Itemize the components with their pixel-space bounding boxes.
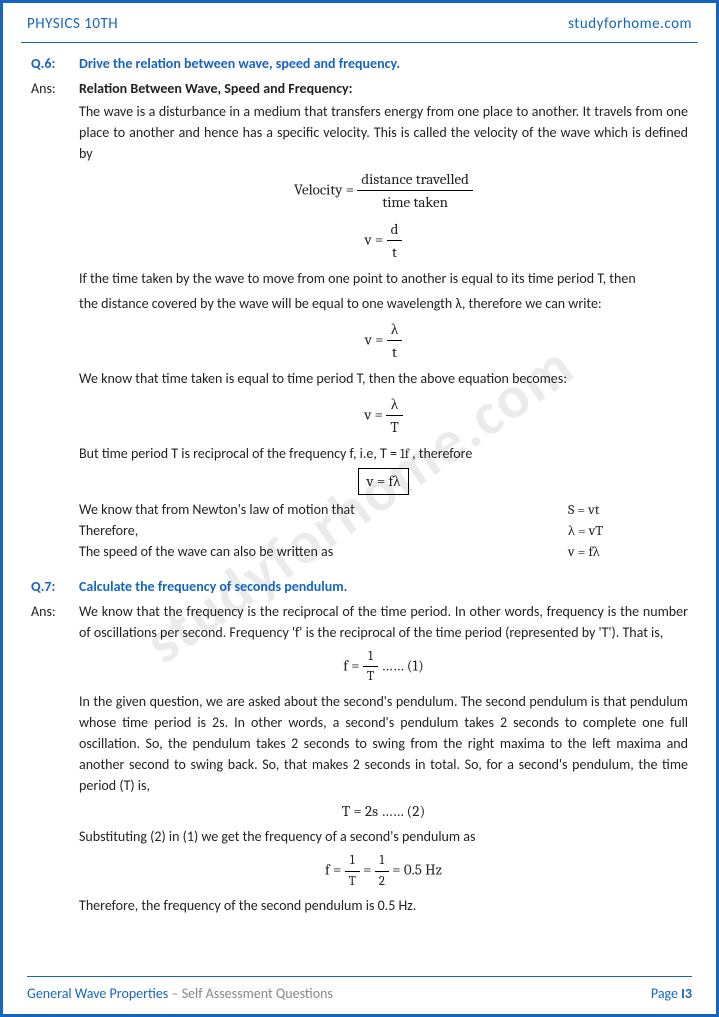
q7-eq2: T = 2s …… (2): [79, 800, 688, 823]
eq-lhs: v =: [365, 230, 384, 248]
q6-ans-body: Relation Between Wave, Speed and Frequen…: [79, 78, 688, 562]
q6-title: Drive the relation between wave, speed a…: [79, 53, 400, 74]
q6-eq-velocity-def: Velocity = distance travelledtime taken: [79, 168, 688, 214]
q7-ans-label: Ans:: [31, 601, 67, 921]
content-area: Q.6: Drive the relation between wave, sp…: [3, 53, 716, 921]
eq-den: t: [387, 341, 402, 364]
q6-row1: We know that from Newton's law of motion…: [79, 499, 688, 520]
eq-num: 1: [375, 851, 389, 872]
q6-label: Q.6:: [31, 53, 67, 74]
eq-den: time taken: [357, 191, 473, 214]
eq-den: T: [345, 872, 360, 892]
question-6: Q.6: Drive the relation between wave, sp…: [31, 53, 688, 562]
page-frame: studyforhome.com PHYSICS 10TH studyforho…: [0, 0, 719, 1017]
page-footer: General Wave Properties – Self Assessmen…: [3, 968, 716, 1014]
footer-right: Page I3: [651, 983, 692, 1004]
q6-p4: We know that time taken is equal to time…: [79, 368, 688, 389]
eq-den: 2: [375, 872, 389, 892]
footer-title: General Wave Properties: [27, 985, 168, 1002]
q6-p5: But time period T is reciprocal of the f…: [79, 443, 688, 465]
eq-den: t: [387, 241, 403, 264]
q6-p5a: But time period T is reciprocal of the f…: [79, 445, 400, 462]
q6-eq-v-flambda-box: v = fλ: [79, 468, 688, 495]
eq-lhs: f =: [343, 656, 363, 674]
q6-eq-v-lambda-T: v = λT: [79, 393, 688, 439]
eq-tail: …… (1): [381, 656, 423, 674]
q6-p3: the distance covered by the wave will be…: [79, 293, 688, 314]
q7-p3: Substituting (2) in (1) we get the frequ…: [79, 826, 688, 847]
q6-eq-v-lambda-t: v = λt: [79, 318, 688, 364]
q7-ans-body: We know that the frequency is the recipr…: [79, 601, 688, 921]
eq-num: 1: [345, 851, 360, 872]
eq-num: λ: [387, 318, 402, 342]
q7-eq1: f = 1T …… (1): [79, 647, 688, 687]
q6-row2: Therefore, λ = vT: [79, 520, 688, 541]
eq-lhs: v =: [364, 405, 383, 423]
q6-r2b: λ = vT: [568, 520, 688, 541]
eq-num: λ: [386, 393, 402, 417]
q7-title: Calculate the frequency of seconds pendu…: [79, 576, 347, 597]
q6-r1b: S = vt: [568, 499, 688, 520]
eq-lhs: Velocity =: [294, 180, 354, 198]
footer-sub: – Self Assessment Questions: [168, 985, 333, 1002]
footer-page-word: Page: [651, 985, 681, 1002]
q7-p2: In the given question, we are asked abou…: [79, 691, 688, 796]
eq-den: T: [386, 416, 402, 439]
eq-lhs: f =: [325, 861, 341, 879]
q6-r1a: We know that from Newton's law of motion…: [79, 499, 568, 520]
eq-num: 1: [363, 647, 378, 668]
header-subject: PHYSICS 10TH: [27, 13, 118, 36]
q7-p1: We know that the frequency is the recipr…: [79, 601, 688, 643]
q6-heading: Relation Between Wave, Speed and Frequen…: [79, 78, 688, 99]
page-header: PHYSICS 10TH studyforhome.com: [3, 3, 716, 42]
eq-den: f: [405, 447, 409, 462]
header-rule: [21, 42, 698, 43]
footer-rule: [27, 976, 692, 977]
q6-p1: The wave is a disturbance in a medium th…: [79, 101, 688, 164]
q6-eq-v-dt: v = dt: [79, 218, 688, 264]
q6-row3: The speed of the wave can also be writte…: [79, 541, 688, 562]
eq-lhs: v =: [365, 330, 384, 348]
q6-r3b: v = fλ: [568, 541, 688, 562]
eq-num: distance travelled: [357, 168, 473, 192]
question-7: Q.7: Calculate the frequency of seconds …: [31, 576, 688, 921]
boxed-eq: v = fλ: [358, 468, 410, 495]
eq-den: T: [363, 667, 378, 687]
q6-p2: If the time taken by the wave to move fr…: [79, 268, 688, 289]
q6-p5b: , therefore: [412, 445, 472, 462]
q7-eq3: f = 1T = 12 = 0.5 Hz: [79, 851, 688, 891]
q7-label: Q.7:: [31, 576, 67, 597]
eq-tail: = 0.5 Hz: [392, 861, 442, 879]
header-site: studyforhome.com: [568, 13, 692, 36]
q6-r3a: The speed of the wave can also be writte…: [79, 541, 568, 562]
q6-r2a: Therefore,: [79, 520, 568, 541]
footer-left: General Wave Properties – Self Assessmen…: [27, 983, 333, 1004]
footer-page-num: 3: [685, 985, 692, 1002]
q7-p4: Therefore, the frequency of the second p…: [79, 895, 688, 916]
eq-mid: =: [363, 861, 371, 879]
q6-ans-label: Ans:: [31, 78, 67, 562]
eq-num: d: [387, 218, 403, 242]
